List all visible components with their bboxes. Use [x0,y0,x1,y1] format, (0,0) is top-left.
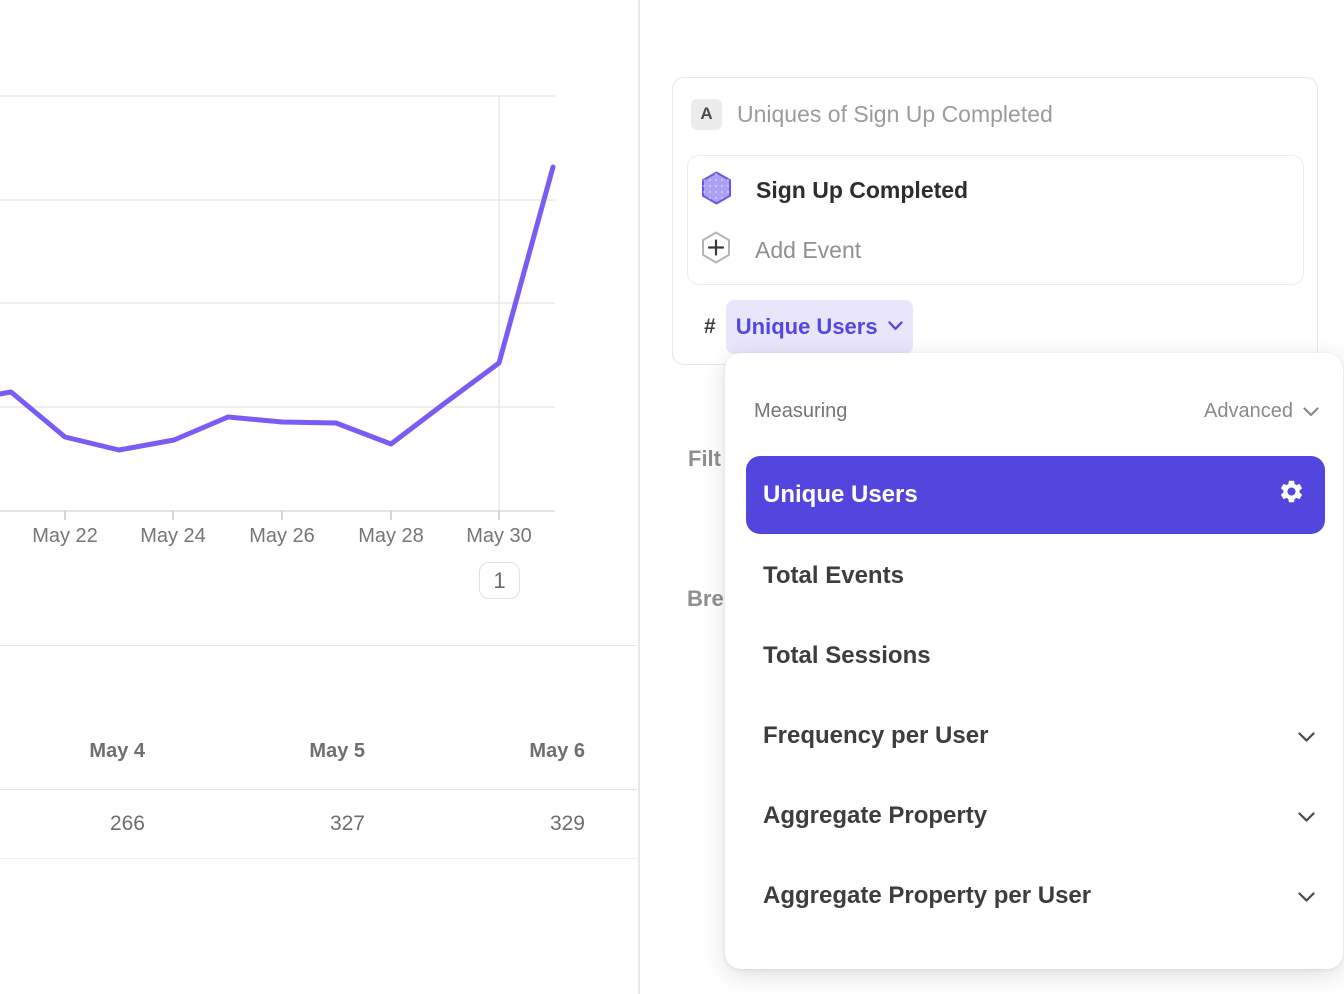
dropdown-item-label: Unique Users [763,481,918,508]
dropdown-item-label: Frequency per User [763,722,989,749]
line-chart-area: May 22 May 24 May 26 May 28 May 30 1 [0,0,638,620]
dropdown-item-aggregate-property[interactable]: Aggregate Property [746,776,1325,856]
add-event-button[interactable]: Add Event [701,228,861,272]
dropdown-item-label: Aggregate Property [763,802,988,829]
chart-pane: May 22 May 24 May 26 May 28 May 30 1 May 4 M… [0,0,638,994]
dropdown-item-total-events[interactable]: Total Events [746,536,1325,616]
measuring-dropdown-header: Measuring Advanced [754,397,1319,425]
chevron-down-icon [1298,802,1315,830]
advanced-toggle[interactable]: Advanced [1204,400,1319,423]
metric-query-card: A Uniques of Sign Up Completed Sign Up C… [672,77,1318,365]
table-value-may5: 327 [329,812,365,835]
metric-type-row: # Unique Users [704,300,913,354]
annotation-badge[interactable]: 1 [479,562,520,599]
chart-line-series [0,164,556,453]
table-row: 266 327 329 [0,790,637,859]
metric-card-header: A Uniques of Sign Up Completed [691,98,1053,130]
table-header-may5: May 5 [309,740,365,762]
dropdown-item-total-sessions[interactable]: Total Sessions [746,616,1325,696]
table-value-may4: 266 [109,812,145,835]
series-letter-badge: A [691,98,722,130]
table-value-may6: 329 [549,812,585,835]
gear-icon[interactable] [1278,478,1305,512]
metric-title: Uniques of Sign Up Completed [737,100,1053,127]
chevron-down-icon [887,318,903,336]
x-axis-tick-label: May 30 [466,525,532,547]
pane-divider [638,0,640,994]
x-axis-tick-label: May 26 [249,525,315,547]
hash-symbol: # [704,315,716,338]
measuring-dropdown-menu: Measuring Advanced Unique Users Total Eve… [725,353,1343,969]
advanced-toggle-label: Advanced [1204,399,1293,422]
filter-section-label-occluded: Filt [688,446,721,471]
add-event-label: Add Event [755,236,862,263]
event-row-sign-up-completed[interactable]: Sign Up Completed [701,168,968,212]
table-header-may4: May 4 [89,740,145,762]
results-table: May 4 May 5 May 6 266 327 329 [0,645,637,859]
dropdown-item-label: Aggregate Property per User [763,882,1092,909]
dropdown-item-label: Total Sessions [763,642,931,669]
chevron-down-icon [1298,722,1315,750]
table-header-row: May 4 May 5 May 6 [0,645,637,790]
dropdown-item-unique-users[interactable]: Unique Users [746,456,1325,534]
chevron-down-icon [1303,400,1319,423]
dropdown-item-aggregate-property-per-user[interactable]: Aggregate Property per User [746,856,1325,936]
metric-type-chip-label: Unique Users [735,314,878,339]
breakdown-section-label-occluded: Bre [687,586,724,611]
line-chart [0,95,556,520]
dropdown-item-label: Total Events [763,562,904,589]
dropdown-item-frequency-per-user[interactable]: Frequency per User [746,696,1325,776]
chevron-down-icon [1298,882,1315,910]
event-hexagon-icon [701,171,732,210]
x-axis-tick-label: May 22 [32,525,98,547]
add-event-icon [701,231,731,269]
event-list-card: Sign Up Completed Add Event [687,155,1304,285]
event-name: Sign Up Completed [756,176,969,203]
table-header-may6: May 6 [529,740,585,762]
x-axis-tick-label: May 28 [358,525,424,547]
measuring-label: Measuring [754,399,848,422]
metric-type-chip[interactable]: Unique Users [725,300,913,354]
x-axis-tick-label: May 24 [140,525,206,547]
